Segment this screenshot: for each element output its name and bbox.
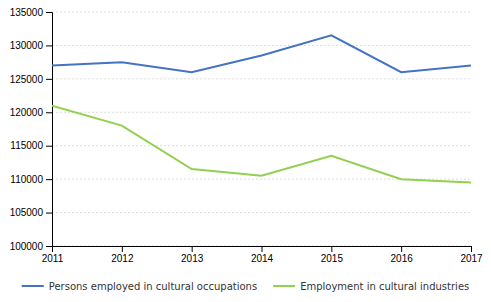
x-tick: 2016	[391, 246, 414, 264]
x-tick: 2015	[321, 246, 344, 264]
y-axis: 100000 105000 110000 115000 120000 125000 1300…	[10, 7, 53, 252]
x-tick: 2014	[251, 246, 274, 264]
grid-line	[52, 45, 471, 46]
x-tick-label: 2012	[111, 253, 134, 264]
x-tick-mark	[262, 246, 263, 252]
y-tick-mark	[46, 79, 52, 80]
x-axis-line	[53, 247, 472, 253]
grid	[52, 12, 471, 246]
plot-area	[52, 35, 471, 182]
y-tick: 120000	[10, 107, 52, 118]
x-tick-mark	[401, 246, 402, 252]
legend-label: Employment in cultural industries	[300, 281, 469, 292]
y-tick-mark	[46, 45, 52, 46]
y-tick: 100000	[10, 241, 52, 252]
series-line	[52, 106, 471, 183]
y-tick: 105000	[10, 207, 52, 218]
grid-line	[52, 212, 471, 213]
legend-swatch	[273, 285, 295, 287]
x-tick: 2012	[111, 246, 134, 264]
y-axis-line	[46, 13, 53, 247]
x-tick-label: 2016	[391, 253, 414, 264]
x-tick: 2013	[181, 246, 204, 264]
y-tick-label: 100000	[10, 241, 44, 252]
x-tick: 2011	[42, 246, 64, 264]
grid-line	[52, 145, 471, 146]
grid-line	[52, 112, 471, 113]
y-tick-label: 115000	[10, 140, 43, 151]
y-tick-mark	[46, 112, 52, 113]
y-tick: 135000	[10, 7, 52, 18]
x-tick-mark	[192, 246, 193, 252]
x-tick: 2017	[460, 246, 483, 264]
y-tick-label: 135000	[10, 7, 44, 18]
y-tick-mark	[46, 146, 52, 147]
y-tick-label: 105000	[10, 207, 44, 218]
y-tick-label: 125000	[10, 74, 44, 85]
x-tick-mark	[471, 246, 472, 252]
x-tick-label: 2017	[460, 253, 483, 264]
legend: Persons employed in cultural occupations…	[22, 281, 470, 292]
legend-item: Persons employed in cultural occupations	[22, 281, 257, 292]
y-tick: 110000	[10, 174, 52, 185]
grid-line	[52, 12, 471, 13]
x-tick-label: 2011	[42, 253, 64, 264]
legend-item: Employment in cultural industries	[273, 281, 469, 292]
y-tick: 130000	[10, 40, 52, 51]
y-tick-mark	[46, 179, 52, 180]
grid-line	[52, 78, 471, 79]
y-tick-mark	[46, 12, 52, 13]
x-tick-label: 2015	[321, 253, 344, 264]
y-tick: 125000	[10, 74, 52, 85]
x-axis: 2011 2012 2013 2014 2015 2016 2017	[42, 246, 483, 264]
y-tick-label: 120000	[10, 107, 44, 118]
x-tick-mark	[122, 246, 123, 252]
x-tick-label: 2013	[181, 253, 204, 264]
y-tick: 115000	[10, 140, 52, 151]
y-tick-label: 130000	[10, 40, 44, 51]
legend-label: Persons employed in cultural occupations	[49, 281, 257, 292]
y-tick-mark	[46, 246, 52, 247]
chart: 2011 2012 2013 2014 2015 2016 2017 100000 105000…	[0, 0, 491, 302]
x-tick-mark	[331, 246, 332, 252]
series-line	[52, 35, 471, 72]
x-tick-label: 2014	[251, 253, 274, 264]
legend-swatch	[22, 285, 44, 287]
y-tick-mark	[46, 213, 52, 214]
y-tick-label: 110000	[10, 174, 43, 185]
